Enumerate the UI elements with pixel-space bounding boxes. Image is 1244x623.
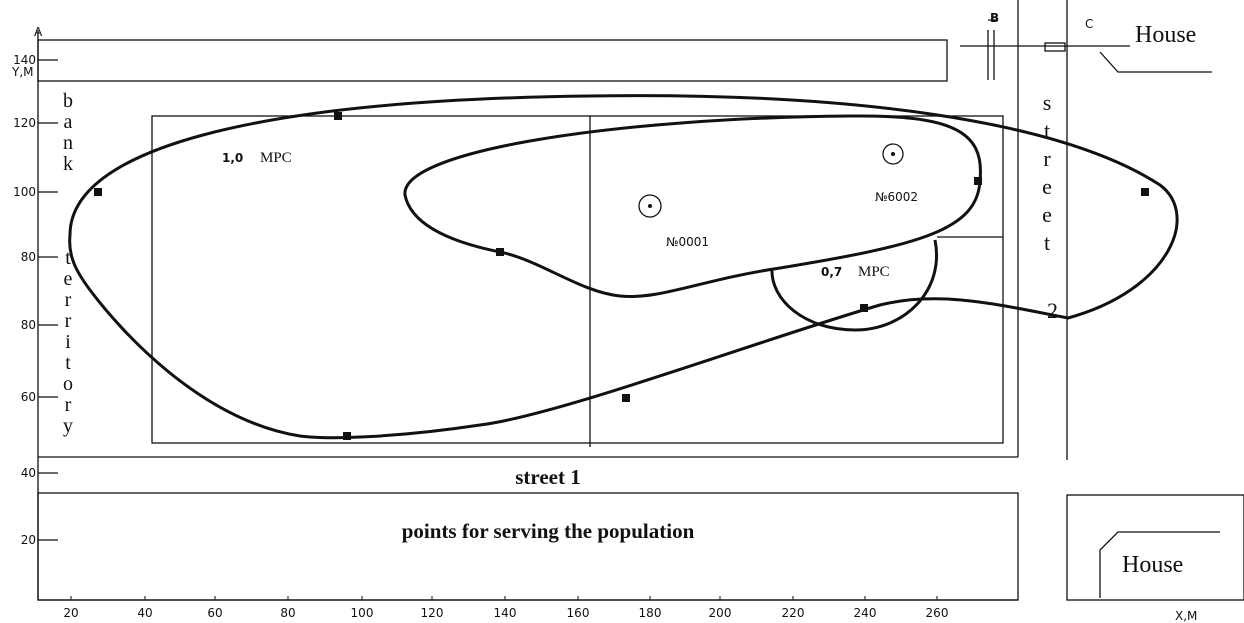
source-label: №6002 <box>875 190 918 204</box>
isoline-0-7-lobe <box>770 239 938 332</box>
isoline-1-0 <box>68 94 1179 440</box>
house-label: House <box>1122 552 1183 578</box>
x-tick-label: 260 <box>926 606 949 620</box>
point-b-marker <box>987 19 998 80</box>
house-label: House <box>1135 22 1196 48</box>
x-tick-label: 200 <box>709 606 732 620</box>
source-point <box>891 152 895 156</box>
x-tick-label: 240 <box>854 606 877 620</box>
x-tick-label: 100 <box>351 606 374 620</box>
x-tick-label: 40 <box>137 606 152 620</box>
node-marker <box>94 188 102 196</box>
node-marker <box>1141 188 1149 196</box>
x-tick-label: 20 <box>63 606 78 620</box>
node-marker <box>334 112 342 120</box>
isoline-value: 1,0 <box>222 151 243 165</box>
y-tick-label: 80 <box>21 250 36 264</box>
y-tick-label: 40 <box>21 466 36 480</box>
service-block <box>37 492 1019 601</box>
isoline-value: 0,7 <box>821 265 842 279</box>
source-point <box>648 204 652 208</box>
source-marker <box>638 194 662 218</box>
point-label: C <box>1085 17 1093 31</box>
node-marker <box>974 177 982 185</box>
y-tick-label: 100 <box>13 185 36 199</box>
x-tick-label: 180 <box>639 606 662 620</box>
x-tick-label: 80 <box>280 606 295 620</box>
isoline-unit: MPC <box>858 264 890 280</box>
service-label: points for serving the population <box>402 519 695 543</box>
x-tick-label: 60 <box>207 606 222 620</box>
y-tick-label: 20 <box>21 533 36 547</box>
axis-label: Y,M <box>11 65 34 79</box>
point-label: A <box>34 25 43 39</box>
x-tick-label: 220 <box>782 606 805 620</box>
street-label: street 1 <box>515 465 581 489</box>
site-boundary <box>151 115 1004 444</box>
house-block <box>1066 494 1244 601</box>
source-marker <box>882 143 904 165</box>
street-label: 2 <box>1047 298 1058 323</box>
y-tick-label: 80 <box>21 318 36 332</box>
node-marker <box>343 432 351 440</box>
x-tick-label: 140 <box>494 606 517 620</box>
node-marker <box>860 304 868 312</box>
point-label: B <box>990 11 999 25</box>
y-tick-label: 60 <box>21 390 36 404</box>
isoline-unit: MPC <box>260 150 292 166</box>
isoline-0-7 <box>403 114 982 299</box>
node-marker <box>622 394 630 402</box>
pipe <box>960 45 1212 73</box>
source-label: №0001 <box>666 235 709 249</box>
axis-label: X,M <box>1175 609 1197 623</box>
top-strip <box>37 39 948 82</box>
x-tick-label: 120 <box>421 606 444 620</box>
y-tick-label: 140 <box>13 53 36 67</box>
y-tick-label: 120 <box>13 116 36 130</box>
house-outline <box>1099 531 1220 598</box>
x-tick-label: 160 <box>567 606 590 620</box>
pipe-joint <box>1044 42 1066 52</box>
node-marker <box>496 248 504 256</box>
